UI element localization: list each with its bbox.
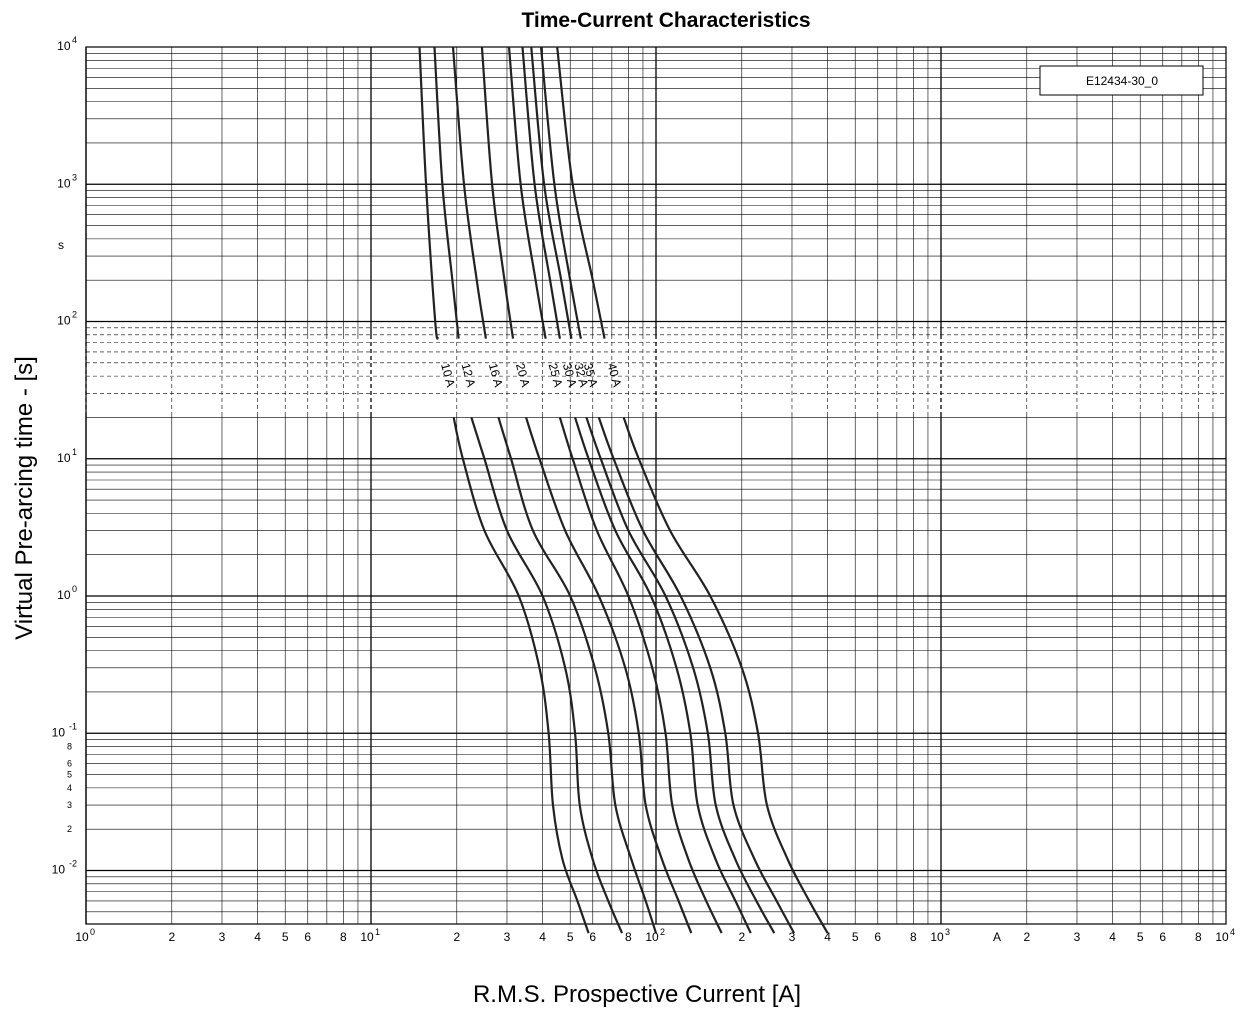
x-axis-title: R.M.S. Prospective Current [A] (473, 981, 801, 1008)
y-tick-exponent: 0 (72, 584, 77, 594)
curve-label: 40 A (605, 362, 625, 389)
y-tick-label: 10 (57, 39, 71, 53)
x-tick-exponent: 4 (1230, 927, 1235, 937)
x-tick-exponent: 3 (945, 927, 950, 937)
curve-lower-30a (574, 417, 752, 934)
x-tick-label: 6 (874, 930, 881, 944)
x-tick-label: 4 (539, 930, 546, 944)
y-tick-label: 5 (67, 770, 72, 780)
y-tick-label: 10 (57, 314, 71, 328)
curve-upper-25a (507, 46, 547, 339)
curve-upper-32a (530, 46, 573, 339)
x-tick-label: 3 (789, 930, 796, 944)
curve-label: 32 A (571, 362, 591, 389)
curve-upper-20a (480, 46, 515, 339)
curve-upper-35a (539, 46, 582, 339)
fuse-curves (418, 46, 829, 934)
y-tick-label: 8 (67, 742, 72, 752)
curve-label: 20 A (513, 362, 533, 389)
y-tick-exponent: 4 (72, 35, 77, 45)
x-tick-label: 2 (453, 930, 460, 944)
x-tick-label: 2 (738, 930, 745, 944)
curve-lower-12a (470, 417, 624, 934)
curve-label: 35 A (581, 362, 601, 389)
curve-lower-10a (452, 417, 590, 934)
chart-title: Time-Current Characteristics (521, 9, 810, 32)
x-unit-marker: A (993, 930, 1001, 944)
curve-label: 10 A (438, 362, 458, 389)
y-unit-marker: s (58, 238, 64, 252)
x-tick-label: 3 (504, 930, 511, 944)
x-tick-label: 6 (304, 930, 311, 944)
y-tick-label: 6 (67, 759, 72, 769)
curve-upper-12a (433, 46, 460, 339)
curve-upper-10a (418, 46, 440, 340)
curve-label: 16 A (486, 362, 506, 389)
curve-lower-40a (622, 417, 829, 934)
x-tick-label: 5 (567, 930, 574, 944)
y-tick-label: 10 (57, 176, 71, 190)
reference-label: E12434-30_0 (1086, 74, 1158, 88)
x-tick-labels: 10 0 2 3 4 5 6 8 10 1 2 3 4 5 6 8 10 2 2 3 4 5 6 8 10 3 2 3 4 5 6 8 10 4 (75, 927, 1235, 944)
y-tick-label: 10 (57, 588, 71, 602)
x-tick-label: 8 (625, 930, 632, 944)
y-tick-label: 10 (52, 863, 66, 877)
curve-label: 12 A (459, 362, 479, 389)
x-tick-label: 3 (219, 930, 226, 944)
curve-upper-40a (556, 46, 606, 339)
curve-labels: 10 A 12 A 16 A 20 A 25 A30 A32 A35 A 40 A (438, 362, 624, 389)
curve-lower-32a (585, 417, 776, 934)
x-tick-label: 10 (645, 930, 659, 944)
x-tick-label: 6 (589, 930, 596, 944)
x-tick-label: 5 (1137, 930, 1144, 944)
x-tick-label: 3 (1074, 930, 1081, 944)
x-tick-exponent: 2 (660, 927, 665, 937)
x-tick-label: 4 (824, 930, 831, 944)
y-tick-exponent: 3 (72, 172, 77, 182)
x-tick-label: 8 (1195, 930, 1202, 944)
x-tick-label: 4 (1109, 930, 1116, 944)
y-tick-exponent: 2 (72, 310, 77, 320)
x-tick-label: 5 (852, 930, 859, 944)
reference-box: E12434-30_0 (1039, 65, 1204, 96)
x-tick-label: 10 (1215, 930, 1229, 944)
x-tick-label: 6 (1159, 930, 1166, 944)
x-tick-label: 2 (168, 930, 175, 944)
x-tick-label: 10 (360, 930, 374, 944)
plot-frame (85, 46, 1227, 925)
x-tick-label: 4 (254, 930, 261, 944)
x-tick-label: 10 (930, 930, 944, 944)
y-tick-label: 2 (67, 824, 72, 834)
x-tick-label: 8 (340, 930, 347, 944)
y-tick-exponent: -2 (69, 859, 77, 869)
x-tick-label: 10 (75, 930, 89, 944)
y-tick-exponent: -1 (69, 721, 77, 731)
curve-lower-16a (497, 417, 658, 934)
curve-label: 30 A (560, 362, 580, 389)
x-tick-exponent: 1 (375, 927, 380, 937)
y-tick-exponent: 1 (72, 447, 77, 457)
x-tick-label: 5 (282, 930, 289, 944)
curve-lower-35a (597, 417, 795, 934)
y-tick-label: 10 (57, 451, 71, 465)
curve-label: 25 A (546, 362, 566, 389)
curve-upper-30a (521, 46, 561, 339)
curve-lower-20a (525, 417, 693, 934)
curve-upper-16a (451, 46, 487, 339)
major-gridlines (85, 47, 1226, 924)
y-tick-label: 4 (67, 783, 72, 793)
dashed-gridlines (85, 327, 1226, 415)
x-tick-label: 8 (910, 930, 917, 944)
x-tick-label: 2 (1023, 930, 1030, 944)
y-tick-label: 10 (52, 725, 66, 739)
x-tick-exponent: 0 (90, 927, 95, 937)
curve-lower-25a (558, 417, 723, 934)
y-tick-label: 3 (67, 800, 72, 810)
y-axis-title: Virtual Pre-arcing time - [s] (11, 356, 38, 640)
